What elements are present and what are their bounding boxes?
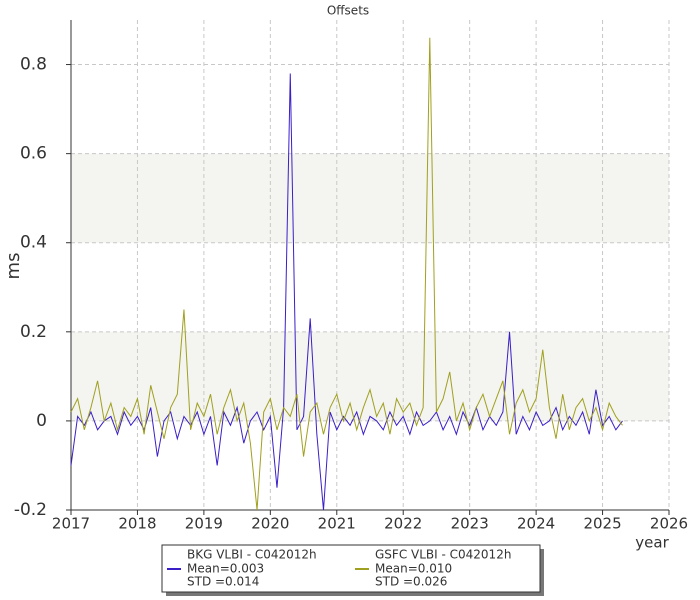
y-tick-label: 0.2 bbox=[20, 322, 47, 342]
y-tick-label: 0.6 bbox=[20, 144, 47, 164]
x-tick-label: 2018 bbox=[118, 515, 156, 533]
band bbox=[71, 153, 669, 243]
x-tick-label: 2023 bbox=[451, 515, 489, 533]
legend-stat: STD =0.026 bbox=[375, 575, 447, 589]
x-tick-label: 2022 bbox=[384, 515, 422, 533]
x-tick-label: 2024 bbox=[517, 515, 555, 533]
series-line bbox=[70, 73, 623, 511]
legend-stat: Mean=0.010 bbox=[375, 562, 452, 576]
legend-stat: Mean=0.003 bbox=[187, 562, 264, 576]
y-tick-label: 0.8 bbox=[20, 55, 47, 75]
y-axis-label: ms bbox=[3, 253, 24, 280]
x-tick-label: 2017 bbox=[52, 515, 90, 533]
x-tick-label: 2021 bbox=[318, 515, 356, 533]
band bbox=[71, 331, 669, 421]
x-tick-label: 2025 bbox=[583, 515, 621, 533]
y-tick-label: -0.2 bbox=[14, 500, 47, 520]
x-tick-label: 2026 bbox=[650, 515, 688, 533]
series-line bbox=[70, 37, 623, 511]
y-tick-label: 0 bbox=[36, 411, 47, 431]
legend-stat: STD =0.014 bbox=[187, 575, 259, 589]
legend-label: GSFC VLBI - C042012h bbox=[375, 548, 511, 562]
chart-title: Offsets bbox=[327, 4, 369, 18]
x-axis-label: year bbox=[635, 534, 669, 552]
legend-label: BKG VLBI - C042012h bbox=[187, 548, 317, 562]
y-tick-label: 0.4 bbox=[20, 233, 47, 253]
x-tick-label: 2019 bbox=[185, 515, 223, 533]
x-tick-label: 2020 bbox=[251, 515, 289, 533]
legend-box bbox=[161, 544, 541, 593]
